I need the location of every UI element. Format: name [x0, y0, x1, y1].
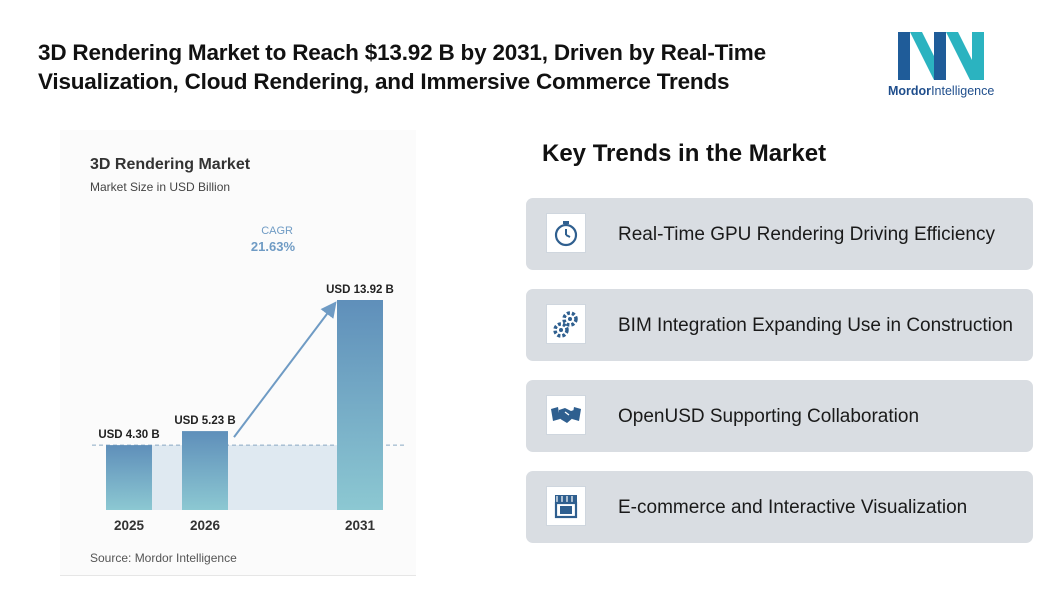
cagr-arrow: [233, 301, 337, 438]
trend-label: E-commerce and Interactive Visualization: [618, 496, 968, 518]
bar-value-label: USD 13.92 B: [326, 284, 394, 296]
page-headline: 3D Rendering Market to Reach $13.92 B by…: [38, 40, 766, 94]
logo-wordmark: MordorIntelligence: [888, 84, 995, 98]
storefront-icon: [546, 486, 586, 526]
trend-label: OpenUSD Supporting Collaboration: [618, 405, 920, 427]
trend-label: BIM Integration Expanding Use in Constru…: [618, 314, 1013, 336]
trends-title: Key Trends in the Market: [542, 140, 827, 167]
chart-source: Source: Mordor Intelligence: [90, 551, 237, 565]
reference-band: [106, 445, 383, 510]
trend-card-openusd: OpenUSD Supporting Collaboration: [526, 380, 1033, 452]
cagr-value: 21.63%: [251, 239, 296, 254]
x-tick-label: 2031: [345, 518, 376, 533]
trend-card-ecommerce: E-commerce and Interactive Visualization: [526, 471, 1033, 543]
cagr-label: CAGR: [261, 225, 293, 237]
bar-2025: [106, 445, 152, 510]
bar-2031: [337, 300, 383, 510]
x-tick-label: 2025: [114, 518, 145, 533]
bar-value-label: USD 5.23 B: [174, 415, 235, 427]
gears-icon: [546, 304, 586, 344]
trend-label: Real-Time GPU Rendering Driving Efficien…: [618, 223, 995, 245]
handshake-icon: [546, 395, 586, 435]
chart-title: 3D Rendering Market: [90, 156, 251, 173]
mordor-logo-icon: [898, 32, 984, 80]
bar-chart: USD 4.30 B 2025 USD 5.23 B 2026 USD 13.92 B 2…: [92, 225, 405, 533]
x-tick-label: 2026: [190, 518, 221, 533]
bar-value-label: USD 4.30 B: [98, 429, 159, 441]
trend-card-bim: BIM Integration Expanding Use in Constru…: [526, 289, 1033, 361]
trend-card-gpu: Real-Time GPU Rendering Driving Efficien…: [526, 198, 1033, 270]
stopwatch-icon: [546, 213, 586, 253]
bar-2026: [182, 431, 228, 510]
chart-subtitle: Market Size in USD Billion: [90, 180, 231, 194]
